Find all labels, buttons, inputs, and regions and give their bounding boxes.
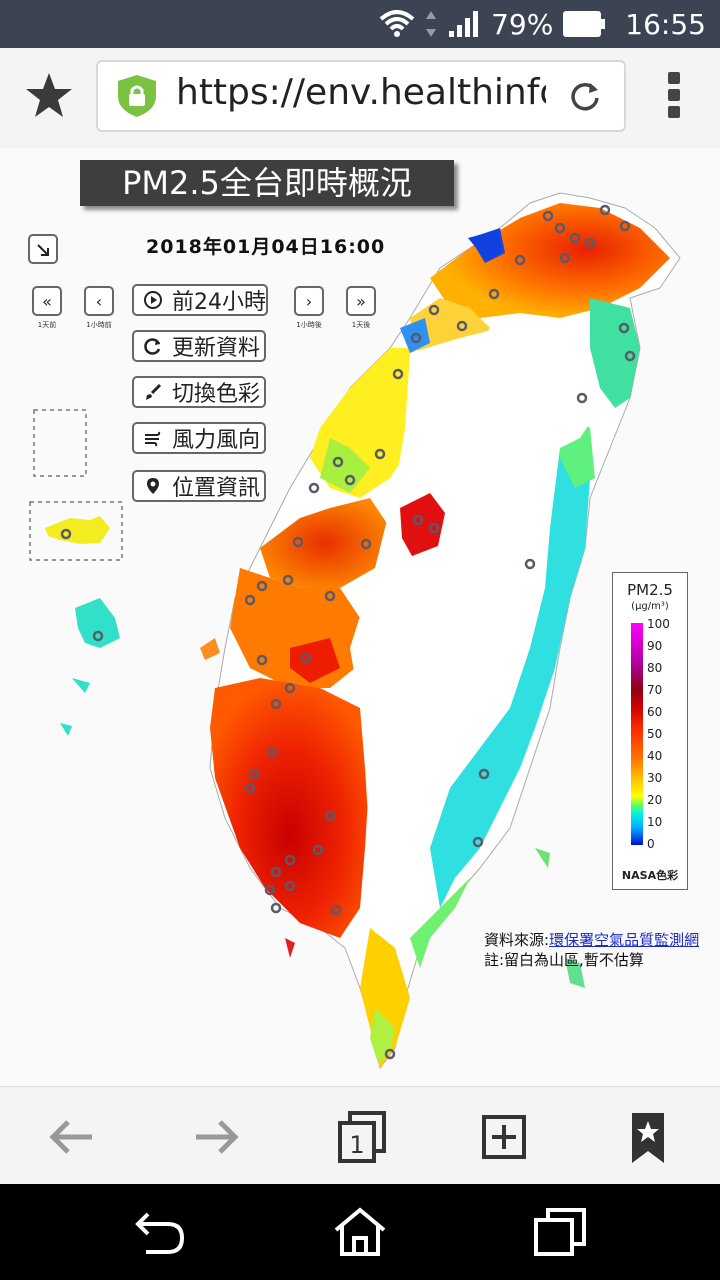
legend-tick: 70 (647, 683, 663, 697)
legend-tick: 100 (647, 617, 670, 631)
legend-tick: 0 (647, 837, 655, 851)
legend-tick: 50 (647, 727, 663, 741)
browser-bottom-bar: 1 (0, 1086, 720, 1185)
switch-color-button[interactable]: 切換色彩 (132, 376, 266, 408)
system-nav-bar (0, 1184, 720, 1280)
bookmarks-icon[interactable] (620, 1109, 676, 1165)
forward-one-hour-button[interactable]: › (294, 286, 324, 316)
collapse-panel-button[interactable] (28, 234, 58, 264)
url-text[interactable]: https://env.healthinfo.tw (176, 72, 546, 113)
clock: 16:55 (625, 7, 706, 41)
legend-footer: NASA色彩 (621, 869, 679, 882)
mountain-note: 註:留白為山區,暫不估算 (484, 951, 644, 969)
status-bar: 79% 16:55 (0, 0, 720, 48)
taiwan-pm25-map[interactable] (0, 148, 720, 1086)
map-pin-icon (142, 475, 164, 497)
forward-one-day-button[interactable]: » (346, 286, 376, 316)
tabs-icon[interactable]: 1 (334, 1109, 390, 1165)
new-tab-icon[interactable] (476, 1109, 532, 1165)
legend-tick: 60 (647, 705, 663, 719)
legend-tick: 10 (647, 815, 663, 829)
back-one-day-button[interactable]: « (32, 286, 62, 316)
refresh-icon (142, 335, 164, 357)
back-arrow-icon[interactable] (44, 1109, 100, 1165)
wifi-icon (379, 10, 415, 37)
overflow-menu-icon[interactable] (668, 72, 682, 120)
forward-one-hour-caption: 1小時後 (296, 321, 322, 329)
legend-tick: 40 (647, 749, 663, 763)
prev-24h-label: 前24小時 (172, 290, 266, 315)
browser-toolbar: https://env.healthinfo.tw (0, 48, 720, 148)
source-link[interactable]: 環保署空氣品質監測網 (549, 931, 700, 949)
wind-direction-label: 風力風向 (172, 428, 261, 453)
pm25-color-legend: PM2.5 (μg/m³) 100 90 80 70 60 50 40 30 2… (612, 572, 688, 890)
back-one-hour-button[interactable]: ‹ (84, 286, 114, 316)
forward-one-day-caption: 1天後 (351, 321, 371, 329)
legend-tick: 90 (647, 639, 663, 653)
page-title: PM2.5全台即時概況 (80, 160, 454, 206)
offshore-islands (29, 409, 123, 736)
refresh-data-button[interactable]: 更新資料 (132, 330, 266, 362)
back-one-hour-caption: 1小時前 (86, 321, 112, 329)
data-arrows-icon (426, 11, 437, 37)
switch-color-label: 切換色彩 (172, 382, 261, 407)
location-info-label: 位置資訊 (172, 476, 261, 501)
map-landmass (200, 192, 681, 1070)
reload-icon[interactable] (568, 78, 602, 112)
address-bar[interactable]: https://env.healthinfo.tw (96, 60, 626, 132)
legend-tick: 20 (647, 793, 663, 807)
legend-tick: 30 (647, 771, 663, 785)
forward-arrow-icon[interactable] (188, 1109, 244, 1165)
legend-tick: 80 (647, 661, 663, 675)
signal-icon (449, 11, 479, 37)
system-back-icon[interactable] (132, 1206, 188, 1258)
secure-lock-icon (118, 75, 156, 117)
data-datetime: 2018年01月04日16:00 (146, 236, 386, 258)
source-label: 資料來源: (484, 931, 550, 949)
legend-unit: (μg/m³) (631, 601, 669, 612)
back-one-day-caption: 1天前 (37, 321, 57, 329)
bookmark-star-icon[interactable] (24, 70, 74, 120)
prev-24h-button[interactable]: 前24小時 (132, 284, 268, 316)
svg-text:1: 1 (349, 1131, 364, 1159)
monitoring-stations (60, 204, 636, 1060)
play-circle-icon (142, 289, 164, 311)
legend-color-bar (631, 623, 643, 845)
page-content: PM2.5全台即時概況 2018年01月04日16:00 « 1天前 ‹ 1小時… (0, 148, 720, 1086)
battery-icon (563, 11, 606, 37)
refresh-data-label: 更新資料 (172, 336, 261, 361)
data-source-note: 資料來源:環保署空氣品質監測網 註:留白為山區,暫不估算 (484, 930, 699, 970)
wind-icon (142, 427, 164, 449)
paintbrush-icon (142, 381, 164, 403)
system-home-icon[interactable] (332, 1206, 388, 1258)
arrow-down-right-icon (37, 244, 49, 256)
battery-percent: 79% (491, 7, 554, 41)
wind-direction-button[interactable]: 風力風向 (132, 422, 266, 454)
location-info-button[interactable]: 位置資訊 (132, 470, 266, 502)
system-recents-icon[interactable] (532, 1206, 588, 1258)
legend-title: PM2.5 (627, 581, 673, 599)
